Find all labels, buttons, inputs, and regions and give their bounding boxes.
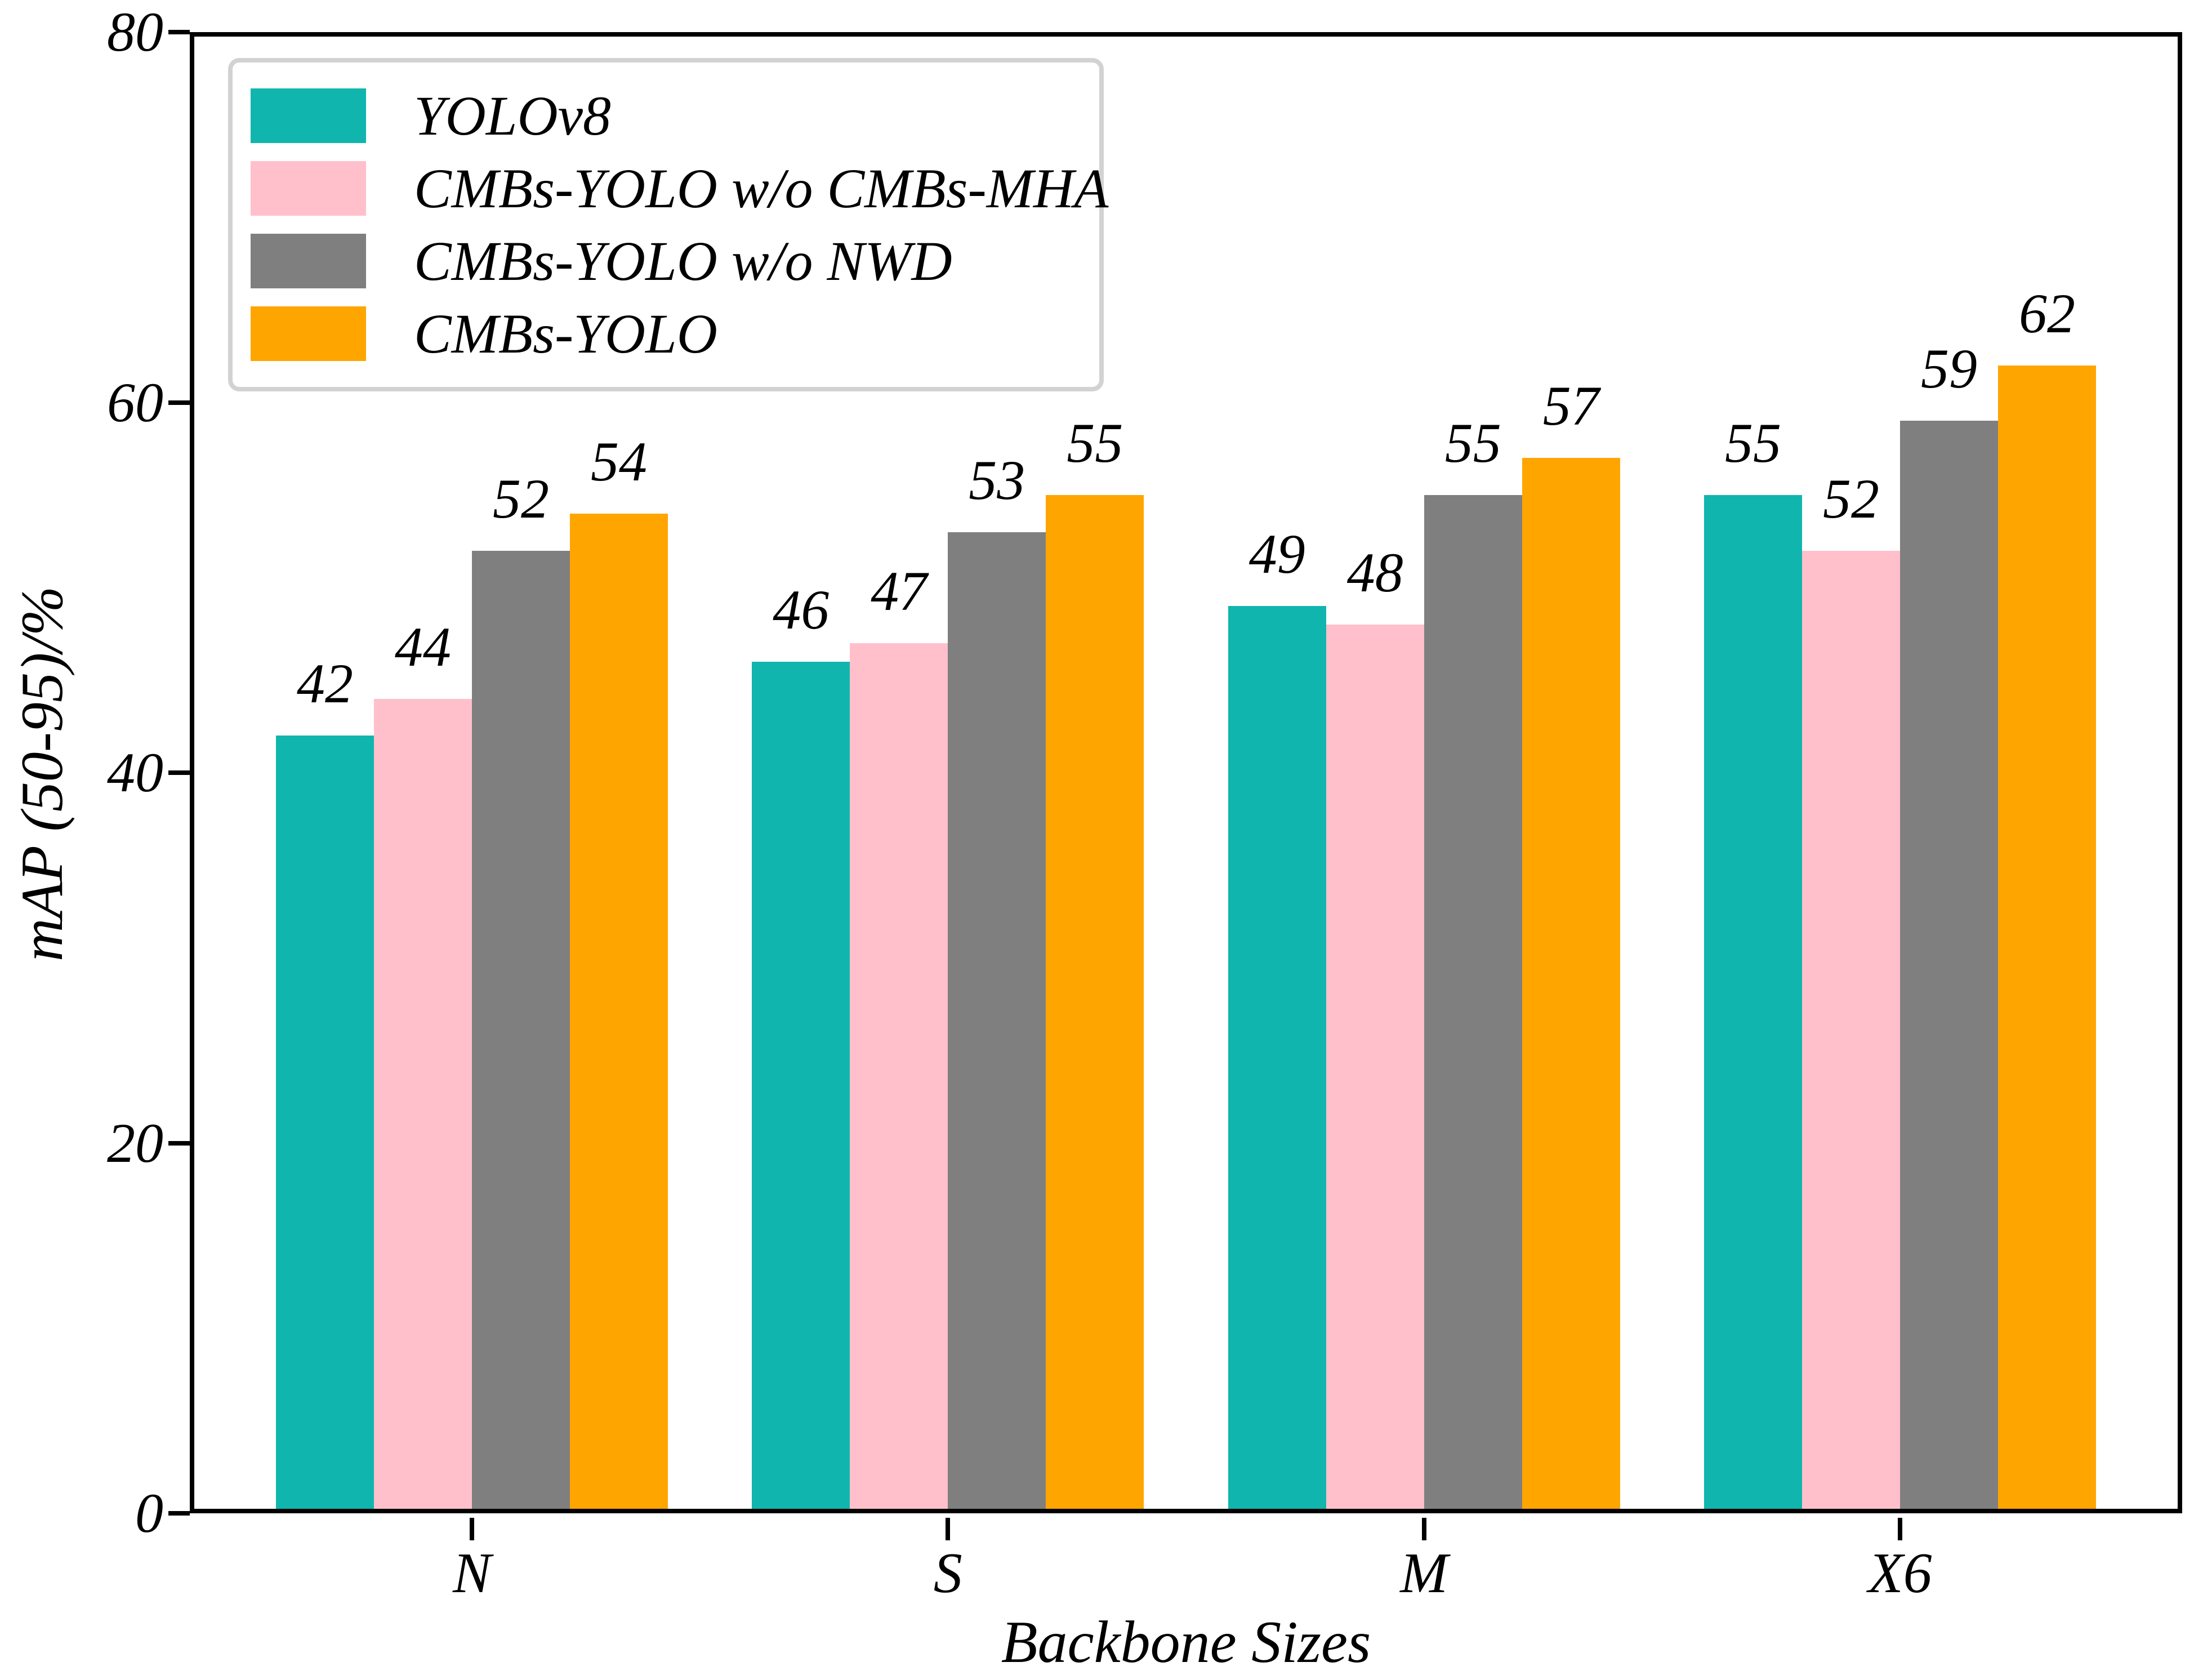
legend-swatch [251, 233, 366, 288]
bar-value-label: 59 [1921, 337, 1977, 400]
bar-CMBs-YOLO-N [570, 513, 668, 1513]
y-tick-label: 60 [107, 371, 163, 434]
bar-value-label: 52 [493, 467, 549, 530]
legend-item: YOLOv8 [244, 82, 1088, 150]
x-tick-mark [470, 1518, 474, 1540]
x-tick-label: M [1400, 1541, 1448, 1605]
x-tick-mark [1898, 1518, 1902, 1540]
bar-value-label: 57 [1542, 375, 1599, 438]
bar-CMBs-YOLO-w/o-NWD-S [948, 532, 1046, 1513]
bar-value-label: 55 [1725, 411, 1781, 474]
bar-value-label: 46 [773, 578, 830, 641]
bar-YOLOv8-M [1228, 606, 1326, 1513]
bar-YOLOv8-N [276, 736, 374, 1513]
y-tick-mark [168, 1511, 190, 1516]
y-tick-mark [168, 400, 190, 405]
bar-value-label: 42 [297, 652, 353, 715]
x-tick-mark [946, 1518, 951, 1540]
bar-CMBs-YOLO-S [1046, 494, 1144, 1513]
legend-swatch [251, 88, 366, 144]
bar-CMBs-YOLO-w/o-CMBs-MHA-X6 [1802, 550, 1900, 1513]
bar-CMBs-YOLO-w/o-NWD-M [1424, 494, 1522, 1513]
legend-swatch [251, 306, 366, 361]
bar-CMBs-YOLO-w/o-CMBs-MHA-M [1326, 625, 1424, 1513]
bar-value-label: 55 [1444, 411, 1501, 474]
bar-CMBs-YOLO-w/o-NWD-N [472, 550, 570, 1513]
legend-item: CMBs-YOLO [244, 300, 1088, 367]
bar-value-label: 49 [1248, 523, 1305, 586]
bar-value-label: 47 [871, 559, 927, 622]
bar-CMBs-YOLO-X6 [1998, 365, 2096, 1513]
bar-CMBs-YOLO-M [1522, 458, 1620, 1513]
legend-label: CMBs-YOLO w/o NWD [414, 229, 952, 292]
x-tick-label: N [452, 1541, 492, 1605]
bar-value-label: 55 [1067, 411, 1123, 474]
y-axis-title: mAP (50-95)/% [9, 586, 75, 962]
bar-value-label: 52 [1823, 467, 1879, 530]
bar-value-label: 62 [2019, 282, 2075, 345]
bar-YOLOv8-X6 [1704, 494, 1802, 1513]
bar-CMBs-YOLO-w/o-NWD-X6 [1900, 421, 1998, 1513]
legend: YOLOv8 CMBs-YOLO w/o CMBs-MHA CMBs-YOLO w/… [228, 58, 1108, 391]
bar-YOLOv8-S [752, 661, 850, 1513]
bar-value-label: 54 [591, 430, 647, 493]
y-tick-label: 0 [135, 1482, 163, 1544]
x-tick-mark [1421, 1518, 1426, 1540]
y-tick-label: 40 [107, 741, 163, 804]
legend-label: CMBs-YOLO [414, 302, 717, 365]
legend-swatch [251, 161, 366, 216]
bar-value-label: 53 [969, 448, 1025, 511]
y-tick-mark [168, 1140, 190, 1146]
legend-item: CMBs-YOLO w/o NWD [244, 227, 1088, 295]
x-tick-label: X6 [1868, 1541, 1932, 1605]
legend-label: CMBs-YOLO w/o CMBs-MHA [414, 157, 1109, 220]
bar-value-label: 48 [1346, 541, 1403, 604]
y-tick-label: 80 [107, 1, 163, 63]
y-tick-mark [168, 30, 190, 34]
x-axis-title: Backbone Sizes [1001, 1609, 1371, 1675]
bar-value-label: 44 [395, 615, 451, 678]
legend-item: CMBs-YOLO w/o CMBs-MHA [244, 155, 1108, 222]
y-tick-label: 20 [107, 1111, 163, 1174]
bar-CMBs-YOLO-w/o-CMBs-MHA-N [374, 698, 472, 1513]
y-tick-mark [168, 770, 190, 775]
x-tick-label: S [933, 1541, 962, 1605]
bar-CMBs-YOLO-w/o-CMBs-MHA-S [850, 643, 948, 1513]
legend-label: YOLOv8 [414, 84, 612, 148]
